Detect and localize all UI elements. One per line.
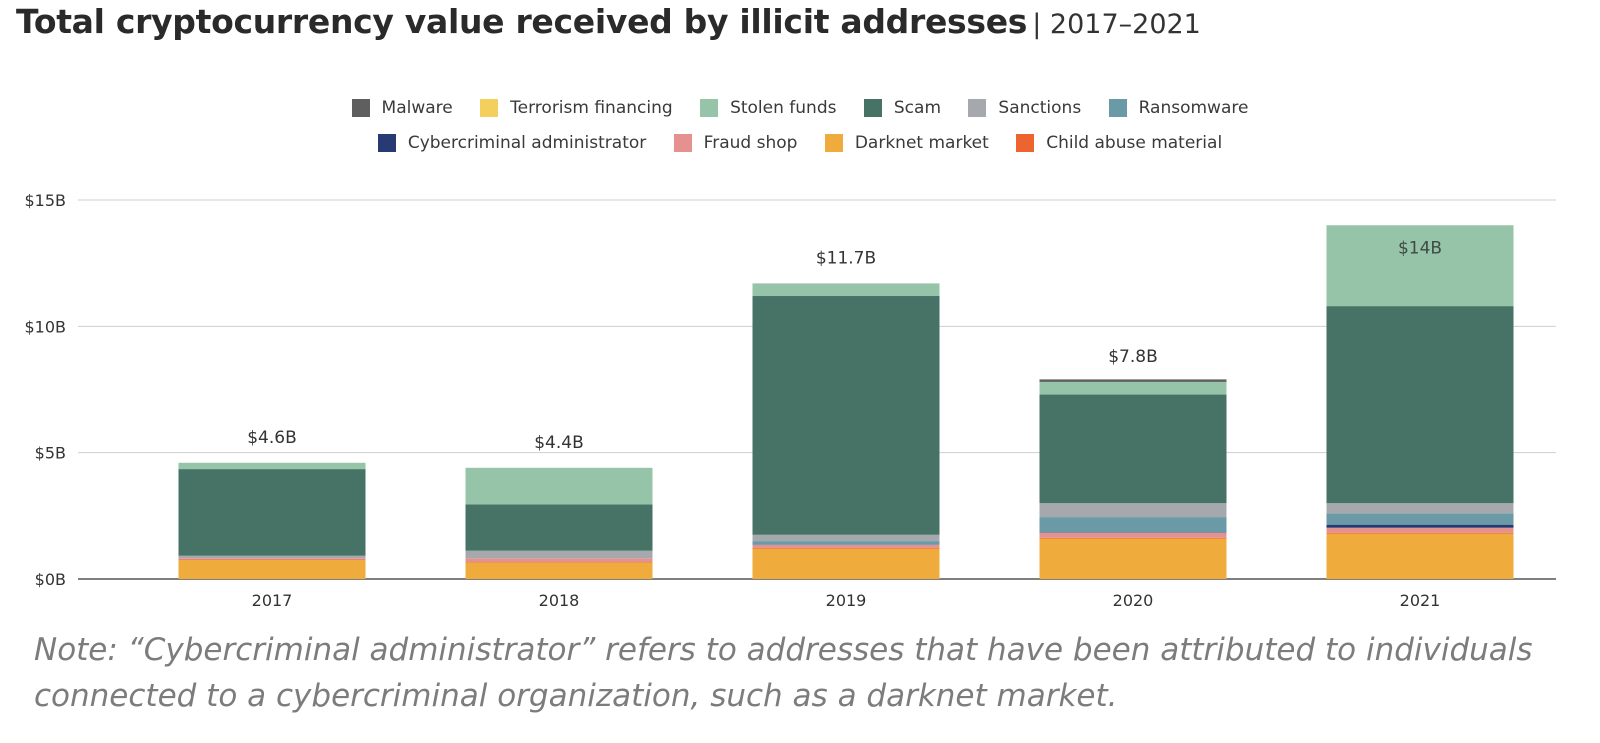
y-tick-label: $0B [35, 570, 66, 589]
bar-stack-2020 [1039, 379, 1227, 579]
y-tick-label: $10B [24, 317, 66, 336]
bar-stack-2021 [1326, 225, 1514, 579]
bar-segment-malware [1039, 379, 1227, 382]
bar-segment-stolen-funds [465, 467, 653, 505]
bar-segment-stolen-funds [1326, 225, 1514, 307]
bar-segment-darknet-market [1326, 533, 1514, 579]
legend-swatch [824, 134, 843, 152]
bar-segment-sanctions [1039, 503, 1227, 518]
bar-segment-child-abuse-material [465, 562, 653, 563]
legend-label: Malware [381, 98, 453, 118]
bar-segment-sanctions [752, 534, 940, 542]
legend-swatch [1108, 99, 1127, 117]
bar-stack-2019 [752, 283, 940, 579]
legend-row-2: Cybercriminal administrator Fraud shop D… [0, 133, 1600, 157]
chart-title-main: Total cryptocurrency value received by i… [16, 2, 1028, 41]
legend-swatch [700, 99, 719, 117]
bar-segment-darknet-market [178, 560, 366, 579]
bar-total-label: $7.8B [1108, 347, 1158, 367]
y-axis-tick-labels: $0B $5B $10B $15B [24, 191, 66, 589]
legend-label: Terrorism financing [510, 98, 673, 118]
legend-swatch [351, 99, 370, 117]
legend-item-ransomware[interactable]: Ransomware [1108, 98, 1249, 118]
x-tick-label: 2017 [252, 591, 293, 610]
bar-segment-child-abuse-material [1039, 537, 1227, 539]
bar-segment-scam [465, 504, 653, 551]
bar-segment-stolen-funds [1039, 381, 1227, 395]
bar-segment-sanctions [1326, 503, 1514, 514]
bar-segment-scam [1326, 306, 1514, 504]
legend-label: Stolen funds [730, 98, 837, 118]
legend-swatch [968, 99, 987, 117]
bar-segment-fraud-shop [178, 558, 366, 560]
bar-segment-scam [1039, 394, 1227, 504]
bar-segment-scam [752, 296, 940, 535]
legend-item-malware[interactable]: Malware [351, 98, 453, 118]
y-tick-label: $15B [24, 191, 66, 210]
stacked-bar-chart: $0B $5B $10B $15B $4.6B $4.4B $11.7B $7.8B $14B… [24, 191, 1556, 610]
legend-row-1: Malware Terrorism financing Stolen funds… [0, 98, 1600, 122]
bar-segment-darknet-market [465, 562, 653, 579]
bar-segment-fraud-shop [752, 544, 940, 548]
bar-stack-2018 [465, 467, 653, 579]
bar-segment-fraud-shop [1326, 527, 1514, 533]
legend-item-cybercriminal-administrator[interactable]: Cybercriminal administrator [377, 133, 647, 153]
chart-title-years: | 2017–2021 [1032, 9, 1201, 40]
bar-segment-fraud-shop [465, 558, 653, 563]
legend-item-scam[interactable]: Scam [863, 98, 942, 118]
x-tick-label: 2020 [1113, 591, 1154, 610]
y-tick-label: $5B [35, 444, 66, 463]
legend-swatch [673, 134, 692, 152]
legend-swatch [863, 99, 882, 117]
legend-label: Cybercriminal administrator [407, 133, 647, 153]
legend-swatch [377, 134, 396, 152]
bar-segment-cybercriminal-administrator [1039, 532, 1227, 533]
bar-segment-stolen-funds [752, 283, 940, 297]
bar-total-label: $4.4B [534, 433, 584, 453]
bars [178, 225, 1514, 579]
bar-segment-scam [178, 469, 366, 556]
bar-segment-child-abuse-material [752, 547, 940, 549]
bar-segment-darknet-market [752, 548, 940, 579]
legend-item-stolen-funds[interactable]: Stolen funds [700, 98, 836, 118]
bar-segment-sanctions [178, 555, 366, 559]
chart-title: Total cryptocurrency value received by i… [16, 2, 1201, 41]
legend-label: Fraud shop [703, 133, 798, 153]
bar-segment-ransomware [752, 541, 940, 545]
footnote: Note: “Cybercriminal administrator” refe… [34, 632, 1533, 714]
bar-total-labels: $4.6B $4.4B $11.7B $7.8B $14B [247, 238, 1442, 453]
legend-item-fraud-shop[interactable]: Fraud shop [673, 133, 798, 153]
legend-label: Ransomware [1138, 98, 1249, 118]
bar-total-label: $4.6B [247, 428, 297, 448]
x-tick-label: 2021 [1400, 591, 1441, 610]
legend-item-darknet-market[interactable]: Darknet market [824, 133, 989, 153]
bar-segment-sanctions [465, 550, 653, 559]
bar-total-label: $14B [1398, 238, 1442, 258]
bar-segment-ransomware [1039, 517, 1227, 533]
bar-segment-stolen-funds [178, 462, 366, 470]
bar-stack-2017 [178, 462, 366, 579]
bar-total-label: $11.7B [816, 248, 876, 268]
bar-segment-child-abuse-material [1326, 532, 1514, 534]
bar-segment-fraud-shop [1039, 532, 1227, 538]
bar-segment-darknet-market [1039, 538, 1227, 579]
legend-item-terrorism-financing[interactable]: Terrorism financing [480, 98, 673, 118]
bar-segment-child-abuse-material [178, 559, 366, 561]
x-axis-tick-labels: 2017 2018 2019 2020 2021 [252, 591, 1441, 610]
legend-item-sanctions[interactable]: Sanctions [968, 98, 1081, 118]
x-tick-label: 2018 [539, 591, 580, 610]
bar-segment-ransomware [1326, 513, 1514, 525]
bar-segment-cybercriminal-administrator [1326, 524, 1514, 528]
legend-item-child-abuse-material[interactable]: Child abuse material [1016, 133, 1222, 153]
legend-swatch [1016, 134, 1035, 152]
x-tick-label: 2019 [826, 591, 867, 610]
legend-label: Child abuse material [1046, 133, 1223, 153]
legend-label: Scam [893, 98, 942, 118]
legend-label: Darknet market [854, 133, 989, 153]
legend-label: Sanctions [998, 98, 1082, 118]
legend-swatch [480, 99, 499, 117]
